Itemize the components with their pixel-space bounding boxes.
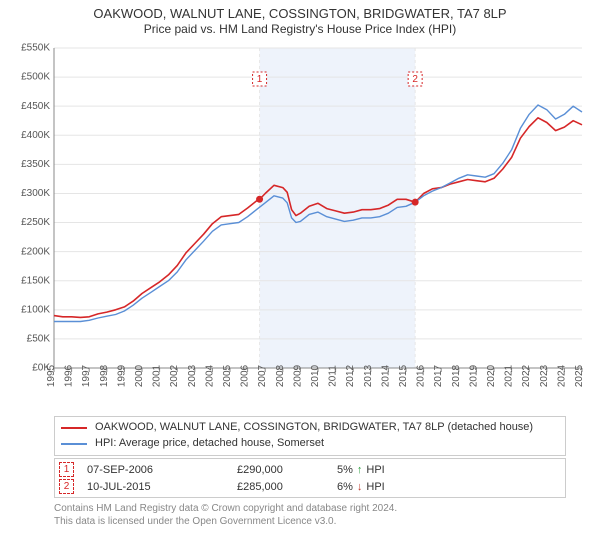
sale-marker-2: 2 xyxy=(59,479,87,494)
sale-delta-2: 6% ↓ HPI xyxy=(337,481,447,493)
legend-swatch-property xyxy=(61,427,87,429)
chart-container: OAKWOOD, WALNUT LANE, COSSINGTON, BRIDGW… xyxy=(0,0,600,560)
svg-text:1995: 1995 xyxy=(46,365,57,388)
legend-swatch-hpi xyxy=(61,443,87,445)
sale-delta-pct-1: 5% xyxy=(337,464,353,476)
chart-svg: £0K£50K£100K£150K£200K£250K£300K£350K£40… xyxy=(10,40,590,410)
svg-text:2014: 2014 xyxy=(380,365,391,388)
svg-text:£250K: £250K xyxy=(21,217,50,228)
sale-delta-1: 5% ↑ HPI xyxy=(337,464,447,476)
table-row: 2 10-JUL-2015 £285,000 6% ↓ HPI xyxy=(59,478,561,495)
svg-text:1996: 1996 xyxy=(64,365,75,388)
svg-text:£550K: £550K xyxy=(21,43,50,54)
footnote-line-2: This data is licensed under the Open Gov… xyxy=(54,515,566,528)
arrow-down-icon: ↓ xyxy=(357,481,363,493)
svg-text:2009: 2009 xyxy=(292,365,303,388)
sale-date-2: 10-JUL-2015 xyxy=(87,481,237,493)
legend: OAKWOOD, WALNUT LANE, COSSINGTON, BRIDGW… xyxy=(54,416,566,456)
marker-box-2: 2 xyxy=(59,479,74,494)
sale-delta-pct-2: 6% xyxy=(337,481,353,493)
svg-text:1: 1 xyxy=(257,74,263,85)
svg-text:1999: 1999 xyxy=(116,365,127,388)
svg-text:£400K: £400K xyxy=(21,130,50,141)
svg-text:£450K: £450K xyxy=(21,101,50,112)
line-chart: £0K£50K£100K£150K£200K£250K£300K£350K£40… xyxy=(10,40,590,410)
footnote-line-1: Contains HM Land Registry data © Crown c… xyxy=(54,502,566,515)
svg-text:2013: 2013 xyxy=(363,365,374,388)
arrow-up-icon: ↑ xyxy=(357,464,363,476)
footnote: Contains HM Land Registry data © Crown c… xyxy=(54,502,566,528)
svg-text:2025: 2025 xyxy=(574,365,585,388)
svg-text:2016: 2016 xyxy=(416,365,427,388)
legend-item-property: OAKWOOD, WALNUT LANE, COSSINGTON, BRIDGW… xyxy=(61,420,559,436)
svg-text:2023: 2023 xyxy=(539,365,550,388)
svg-text:£200K: £200K xyxy=(21,247,50,258)
svg-text:£100K: £100K xyxy=(21,305,50,316)
svg-text:2015: 2015 xyxy=(398,365,409,388)
svg-text:2010: 2010 xyxy=(310,365,321,388)
svg-text:2006: 2006 xyxy=(240,365,251,388)
svg-text:2017: 2017 xyxy=(433,365,444,388)
svg-text:£150K: £150K xyxy=(21,276,50,287)
sale-delta-suffix-1: HPI xyxy=(366,464,384,476)
svg-text:1997: 1997 xyxy=(81,365,92,388)
sale-date-1: 07-SEP-2006 xyxy=(87,464,237,476)
chart-subtitle: Price paid vs. HM Land Registry's House … xyxy=(10,22,590,36)
svg-text:£500K: £500K xyxy=(21,72,50,83)
svg-text:1998: 1998 xyxy=(99,365,110,388)
sale-price-2: £285,000 xyxy=(237,481,337,493)
svg-text:2022: 2022 xyxy=(521,365,532,388)
table-row: 1 07-SEP-2006 £290,000 5% ↑ HPI xyxy=(59,461,561,478)
legend-label-property: OAKWOOD, WALNUT LANE, COSSINGTON, BRIDGW… xyxy=(95,420,533,436)
svg-text:2001: 2001 xyxy=(152,365,163,388)
svg-text:2011: 2011 xyxy=(328,365,339,387)
svg-text:2024: 2024 xyxy=(556,365,567,388)
legend-item-hpi: HPI: Average price, detached house, Some… xyxy=(61,436,559,452)
marker-box-1: 1 xyxy=(59,462,74,477)
sale-marker-1: 1 xyxy=(59,462,87,477)
svg-text:2018: 2018 xyxy=(451,365,462,388)
chart-title: OAKWOOD, WALNUT LANE, COSSINGTON, BRIDGW… xyxy=(10,6,590,22)
svg-text:2004: 2004 xyxy=(204,365,215,388)
svg-text:2007: 2007 xyxy=(257,365,268,388)
svg-text:2: 2 xyxy=(412,74,418,85)
sales-table: 1 07-SEP-2006 £290,000 5% ↑ HPI 2 10-JUL… xyxy=(54,458,566,498)
svg-text:2021: 2021 xyxy=(504,365,515,388)
svg-text:£350K: £350K xyxy=(21,159,50,170)
sale-price-1: £290,000 xyxy=(237,464,337,476)
svg-text:2005: 2005 xyxy=(222,365,233,388)
svg-text:2008: 2008 xyxy=(275,365,286,388)
legend-label-hpi: HPI: Average price, detached house, Some… xyxy=(95,436,324,452)
sale-delta-suffix-2: HPI xyxy=(366,481,384,493)
svg-text:2002: 2002 xyxy=(169,365,180,388)
svg-text:2019: 2019 xyxy=(468,365,479,388)
svg-text:2003: 2003 xyxy=(187,365,198,388)
svg-text:2020: 2020 xyxy=(486,365,497,388)
svg-text:£300K: £300K xyxy=(21,188,50,199)
svg-text:2000: 2000 xyxy=(134,365,145,388)
svg-text:£50K: £50K xyxy=(27,334,51,345)
svg-text:2012: 2012 xyxy=(345,365,356,388)
